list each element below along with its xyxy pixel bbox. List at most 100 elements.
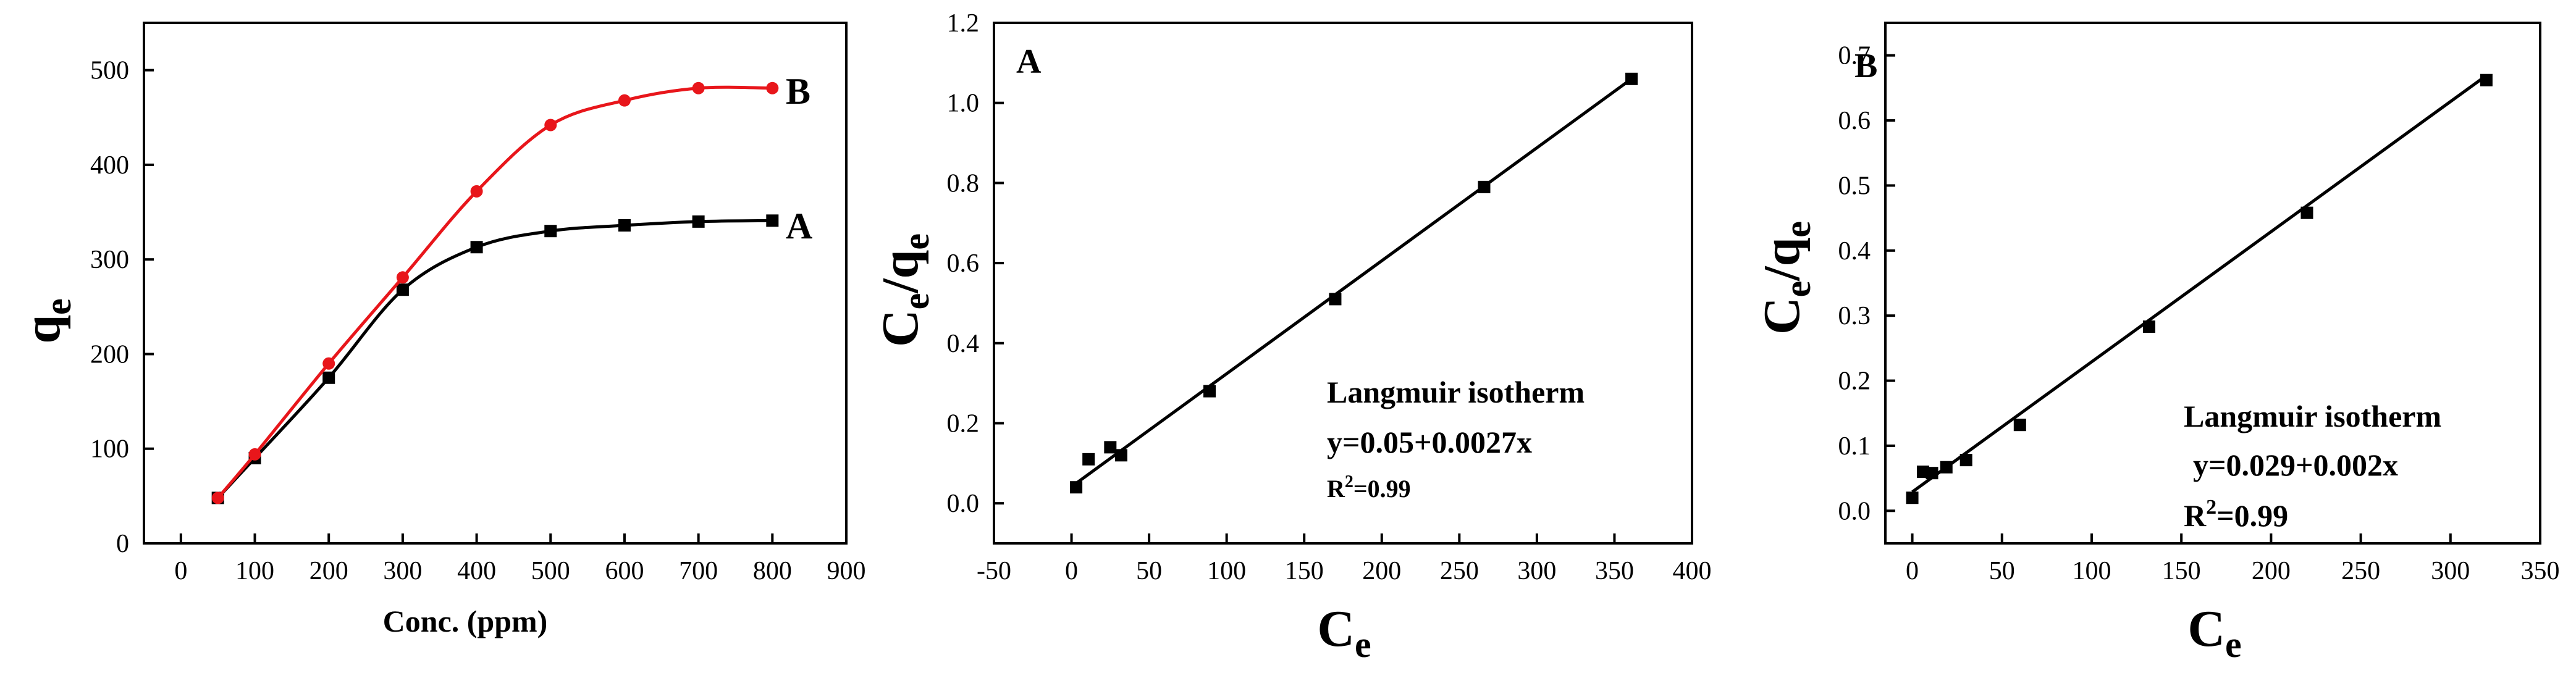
y-axis-title-c: C bbox=[872, 309, 929, 347]
y-tick-label: 0.8 bbox=[947, 169, 980, 198]
y-tick-labels: 0 100 200 300 400 500 bbox=[90, 57, 129, 558]
panel-label: A bbox=[1016, 43, 1042, 81]
fit-line bbox=[1075, 77, 1633, 485]
point-a bbox=[618, 219, 631, 232]
x-tick-label: 0 bbox=[174, 557, 187, 585]
x-tick-label: 300 bbox=[2431, 557, 2470, 585]
data-point bbox=[1906, 491, 1919, 504]
langmuir-chart-b: 0 50 100 150 200 250 300 350 0.0 0.1 0.2 0.3 0.4 0.5… bbox=[1753, 22, 2560, 665]
annotation-equation: y=0.029+0.002x bbox=[2193, 448, 2398, 482]
fit-line-segment bbox=[1911, 74, 2488, 493]
x-tick-label: 150 bbox=[1285, 557, 1324, 585]
y-tick-label: 0.7 bbox=[1838, 42, 1871, 70]
y-axis-title-sub2: e bbox=[896, 233, 937, 250]
point-a bbox=[396, 283, 409, 296]
series-line-b bbox=[216, 85, 773, 500]
annotation-r-squared: R2=0.99 bbox=[1327, 472, 1411, 503]
y-tick-label: 0.6 bbox=[947, 249, 980, 278]
point-b bbox=[396, 271, 409, 284]
x-tick-label: 400 bbox=[1673, 557, 1712, 585]
annotation-title: Langmuir isotherm bbox=[2184, 399, 2441, 433]
r2-value: =0.99 bbox=[2216, 498, 2288, 533]
point-b bbox=[766, 82, 779, 94]
x-tick-label: 0 bbox=[1906, 557, 1919, 585]
x-axis-title-sub: e bbox=[1355, 624, 1371, 665]
x-tick-label: 500 bbox=[531, 557, 570, 585]
x-axis-title: Ce bbox=[2187, 600, 2241, 665]
y-tick-label: 0.2 bbox=[947, 409, 980, 438]
y-tick-label: 0.1 bbox=[1838, 432, 1871, 461]
data-point bbox=[1114, 449, 1127, 462]
data-point bbox=[1959, 454, 1972, 467]
x-tick-label: 600 bbox=[605, 557, 644, 585]
x-axis-title-main: C bbox=[1317, 600, 1355, 658]
data-point bbox=[1625, 72, 1638, 85]
x-tick-label: 0 bbox=[1065, 557, 1078, 585]
r2-base: R bbox=[2184, 498, 2207, 533]
y-axis-title-sub2: e bbox=[1777, 221, 1818, 238]
y-tick-label: 0.3 bbox=[1838, 302, 1871, 330]
annotation-r-squared: R2=0.99 bbox=[2184, 496, 2288, 533]
fit-line bbox=[1911, 74, 2488, 493]
x-tick-label: 300 bbox=[383, 557, 422, 585]
y-tick-label: 500 bbox=[90, 57, 129, 85]
data-point bbox=[1940, 461, 1953, 474]
x-tick-label: 350 bbox=[1595, 557, 1634, 585]
y-tick-label: 100 bbox=[90, 435, 129, 464]
y-axis-title-q: /q bbox=[1753, 238, 1811, 282]
data-point bbox=[2300, 206, 2313, 219]
data-point bbox=[2013, 419, 2026, 432]
x-tick-label: 100 bbox=[1207, 557, 1246, 585]
y-tick-labels: 0.0 0.1 0.2 0.3 0.4 0.5 0.6 0.7 bbox=[1838, 42, 1871, 526]
point-b bbox=[544, 119, 557, 132]
data-points bbox=[1070, 72, 1638, 494]
r2-value: =0.99 bbox=[1353, 475, 1411, 503]
x-tick-label: 50 bbox=[1136, 557, 1162, 585]
y-tick-label: 400 bbox=[90, 151, 129, 180]
x-tick-label: 150 bbox=[2162, 557, 2201, 585]
x-tick-label: 700 bbox=[679, 557, 718, 585]
point-a bbox=[692, 215, 705, 228]
data-series bbox=[211, 82, 779, 504]
annotation-title: Langmuir isotherm bbox=[1327, 375, 1585, 409]
langmuir-chart-a: -50 0 50 100 150 200 250 300 350 400 0.0 0.2 0.4 0.6… bbox=[872, 9, 1712, 665]
panel-label: B bbox=[1854, 47, 1877, 85]
point-b bbox=[211, 491, 224, 504]
series-line-a bbox=[216, 219, 773, 500]
x-tick-labels: -50 0 50 100 150 200 250 300 350 400 bbox=[977, 557, 1712, 585]
x-axis-title: Ce bbox=[1317, 600, 1371, 665]
point-a bbox=[544, 225, 557, 238]
y-tick-label: 1.0 bbox=[947, 90, 980, 118]
x-axis-title-sub: e bbox=[2225, 624, 2242, 665]
y-tick-label: 1.2 bbox=[947, 9, 980, 38]
y-axis-title-c: C bbox=[1753, 297, 1811, 335]
point-b bbox=[322, 357, 335, 370]
point-b bbox=[618, 94, 631, 107]
y-tick-label: 0.0 bbox=[1838, 497, 1871, 525]
series-label-a: A bbox=[786, 206, 812, 246]
y-tick-label: 200 bbox=[90, 340, 129, 369]
data-point bbox=[1926, 467, 1938, 480]
x-tick-label: 200 bbox=[2252, 557, 2291, 585]
axis-ticks bbox=[1885, 54, 2541, 543]
plot-frame bbox=[143, 22, 848, 545]
y-axis-title-q: /q bbox=[872, 250, 929, 294]
y-tick-label: 0.6 bbox=[1838, 107, 1871, 135]
point-a bbox=[766, 214, 779, 227]
y-tick-label: 0 bbox=[116, 530, 129, 558]
x-tick-label: 350 bbox=[2521, 557, 2560, 585]
axis-ticks bbox=[144, 69, 848, 545]
y-axis-title-sub: e bbox=[38, 298, 78, 315]
point-b bbox=[692, 82, 705, 94]
y-axis-title: Ce/qe bbox=[1753, 221, 1818, 335]
qe-vs-concentration-chart: 0 100 200 300 400 500 600 700 800 900 0 100 200 300 4… bbox=[14, 22, 866, 638]
y-tick-label: 0.4 bbox=[947, 330, 980, 358]
x-tick-label: 50 bbox=[1989, 557, 2015, 585]
axis-ticks bbox=[993, 22, 1693, 543]
x-tick-label: 800 bbox=[753, 557, 792, 585]
point-b bbox=[248, 448, 261, 461]
r2-base: R bbox=[1327, 475, 1345, 503]
data-point bbox=[1203, 385, 1216, 398]
y-axis-title-main: q bbox=[14, 315, 71, 344]
